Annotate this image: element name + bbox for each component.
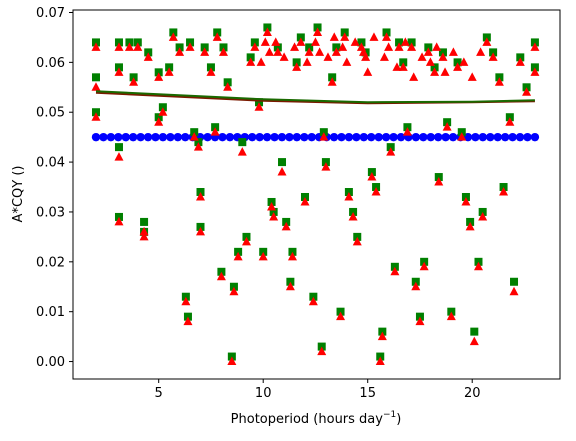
blue-circle-point xyxy=(107,133,115,141)
blue-circle-point xyxy=(337,133,345,141)
green-square-point xyxy=(115,143,123,151)
blue-circle-point xyxy=(300,133,308,141)
x-tick-label: 5 xyxy=(155,386,163,401)
blue-circle-point xyxy=(523,133,531,141)
blue-circle-point xyxy=(367,133,375,141)
blue-circle-point xyxy=(293,133,301,141)
plot-area xyxy=(73,10,560,379)
blue-circle-point xyxy=(174,133,182,141)
blue-circle-point xyxy=(166,133,174,141)
blue-circle-point xyxy=(226,133,234,141)
blue-circle-point xyxy=(99,133,107,141)
blue-circle-point xyxy=(427,133,435,141)
blue-circle-point xyxy=(218,133,226,141)
blue-circle-point xyxy=(330,133,338,141)
blue-circle-point xyxy=(516,133,524,141)
blue-circle-point xyxy=(159,133,167,141)
blue-circle-point xyxy=(449,133,457,141)
y-tick-label: 0.01 xyxy=(36,305,65,320)
y-tick-label: 0.02 xyxy=(36,255,65,270)
blue-circle-point xyxy=(419,133,427,141)
blue-circle-point xyxy=(114,133,122,141)
blue-circle-point xyxy=(501,133,509,141)
blue-circle-point xyxy=(479,133,487,141)
blue-circle-point xyxy=(255,133,263,141)
x-axis-label-tail: ) xyxy=(396,412,401,427)
blue-circle-point xyxy=(278,133,286,141)
x-axis-label-superscript: −1 xyxy=(383,410,396,420)
blue-circle-point xyxy=(441,133,449,141)
blue-circle-point xyxy=(144,133,152,141)
green-square-point xyxy=(92,73,100,81)
y-tick-label: 0.04 xyxy=(36,156,65,171)
blue-circle-point xyxy=(382,133,390,141)
blue-circle-point xyxy=(270,133,278,141)
blue-circle-point xyxy=(360,133,368,141)
x-tick-label: 10 xyxy=(255,386,272,401)
blue-circle-point xyxy=(203,133,211,141)
blue-circle-point xyxy=(308,133,316,141)
blue-circle-point xyxy=(151,133,159,141)
green-square-point xyxy=(510,278,518,286)
x-tick-label: 15 xyxy=(359,386,376,401)
y-tick-label: 0.06 xyxy=(36,56,65,71)
y-tick-label: 0.00 xyxy=(36,355,65,370)
green-square-point xyxy=(278,158,286,166)
blue-circle-point xyxy=(374,133,382,141)
blue-circle-point xyxy=(389,133,397,141)
blue-circle-point xyxy=(486,133,494,141)
blue-circle-point xyxy=(285,133,293,141)
blue-circle-point xyxy=(129,133,137,141)
blue-circle-point xyxy=(181,133,189,141)
blue-circle-point xyxy=(494,133,502,141)
green-square-point xyxy=(238,138,246,146)
green-square-point xyxy=(140,218,148,226)
y-tick-label: 0.07 xyxy=(36,6,65,21)
y-axis-label: A*CQY () xyxy=(11,166,26,223)
blue-circle-point xyxy=(92,133,100,141)
y-tick-label: 0.05 xyxy=(36,106,65,121)
blue-circle-point xyxy=(508,133,516,141)
blue-circle-point xyxy=(412,133,420,141)
blue-circle-point xyxy=(136,133,144,141)
blue-circle-point xyxy=(248,133,256,141)
y-tick-label: 0.03 xyxy=(36,205,65,220)
green-square-point xyxy=(470,328,478,336)
blue-circle-point xyxy=(352,133,360,141)
blue-circle-point xyxy=(531,133,539,141)
blue-circle-point xyxy=(471,133,479,141)
x-axis-label: Photoperiod (hours day−1) xyxy=(231,410,402,427)
x-tick-label: 20 xyxy=(464,386,481,401)
blue-circle-point xyxy=(122,133,130,141)
blue-circle-point xyxy=(345,133,353,141)
blue-circle-point xyxy=(263,133,271,141)
blue-circle-point xyxy=(434,133,442,141)
